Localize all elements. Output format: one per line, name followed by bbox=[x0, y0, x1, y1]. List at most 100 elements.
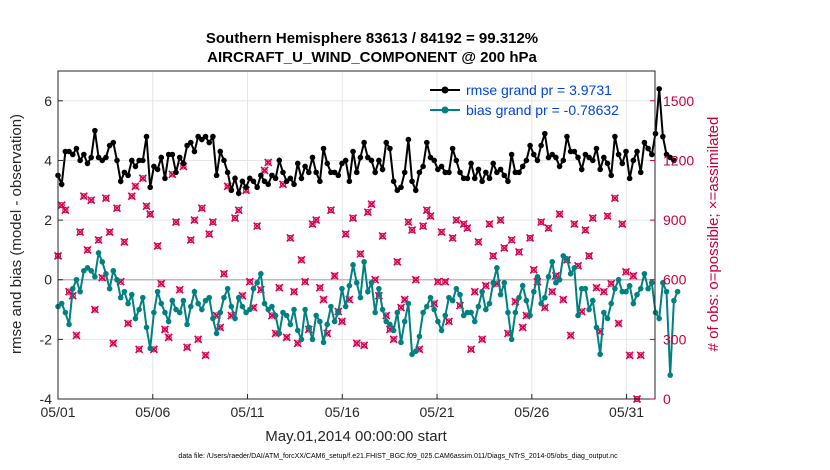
obs-point-137 bbox=[559, 295, 568, 304]
bias-point-127 bbox=[523, 297, 530, 304]
bias-point-146 bbox=[593, 324, 600, 331]
rmse-point-23 bbox=[140, 157, 146, 164]
obs-point-118 bbox=[489, 251, 498, 260]
bias-point-125 bbox=[516, 294, 522, 301]
obs-point-91 bbox=[389, 335, 398, 344]
obs-point-40 bbox=[201, 351, 210, 360]
bias-point-138 bbox=[564, 256, 570, 262]
obs-point-32 bbox=[171, 218, 181, 227]
obs-point-52 bbox=[245, 277, 254, 286]
rmse-point-152 bbox=[615, 151, 622, 158]
bias-point-129 bbox=[530, 288, 537, 295]
bias-point-159 bbox=[641, 270, 648, 277]
rmse-point-132 bbox=[542, 130, 548, 137]
bias-point-27 bbox=[154, 288, 161, 295]
rmse-point-36 bbox=[187, 139, 194, 146]
obs-point-103 bbox=[433, 277, 442, 286]
x-tick-label-5: 05/26 bbox=[514, 404, 549, 420]
rmse-point-86 bbox=[372, 169, 378, 176]
rmse-point-8 bbox=[84, 160, 91, 167]
rmse-point-125 bbox=[516, 169, 522, 176]
obs-point-149 bbox=[603, 212, 612, 221]
bias-point-16 bbox=[114, 276, 120, 283]
rmse-point-94 bbox=[401, 169, 408, 176]
bias-point-85 bbox=[368, 279, 375, 286]
bias-point-52 bbox=[246, 306, 253, 313]
bias-point-84 bbox=[365, 288, 371, 295]
rmse-point-113 bbox=[471, 175, 478, 182]
chart-title: Southern Hemisphere 83613 / 84192 = 99.3… bbox=[206, 30, 538, 47]
bias-point-80 bbox=[350, 262, 356, 268]
obs-point-54 bbox=[253, 221, 262, 231]
obs-point-126 bbox=[518, 323, 527, 332]
bias-point-64 bbox=[291, 306, 297, 313]
obs-point-18 bbox=[120, 237, 129, 247]
rmse-point-73 bbox=[324, 160, 331, 167]
bias-point-126 bbox=[519, 282, 526, 289]
legend-bias-marker bbox=[441, 106, 449, 114]
bias-point-19 bbox=[125, 300, 131, 307]
rmse-point-32 bbox=[173, 169, 179, 176]
obs-point-80 bbox=[348, 214, 358, 223]
y-tick-label-4: 4 bbox=[44, 152, 52, 168]
bias-point-75 bbox=[331, 318, 338, 325]
bias-point-24 bbox=[143, 324, 150, 331]
obs-point-116 bbox=[481, 281, 490, 290]
bias-point-140 bbox=[571, 265, 578, 271]
obs-point-64 bbox=[289, 287, 299, 296]
bias-point-91 bbox=[390, 327, 397, 334]
y2-axis-ticks: 0 300 600 900 1200 1500 bbox=[650, 93, 694, 407]
bias-point-107 bbox=[449, 297, 456, 304]
obs-point-13 bbox=[101, 194, 111, 203]
bias-point-132 bbox=[542, 294, 548, 301]
obs-point-60 bbox=[275, 283, 284, 292]
obs-point-10 bbox=[90, 305, 99, 314]
bias-point-115 bbox=[479, 288, 485, 295]
rmse-point-63 bbox=[287, 175, 294, 182]
rmse-point-66 bbox=[298, 175, 305, 182]
bias-point-94 bbox=[401, 318, 408, 325]
plot-area bbox=[58, 71, 655, 399]
obs-point-107 bbox=[448, 233, 457, 243]
y2-tick-label-2: 600 bbox=[663, 272, 687, 288]
obs-point-140 bbox=[570, 220, 579, 229]
rmse-point-93 bbox=[398, 184, 404, 191]
bias-point-165 bbox=[663, 288, 670, 295]
obs-point-63 bbox=[286, 233, 295, 243]
bias-point-109 bbox=[457, 291, 463, 298]
rmse-point-167 bbox=[671, 157, 677, 164]
x-tick-label-3: 05/16 bbox=[325, 404, 360, 420]
rmse-point-100 bbox=[424, 139, 430, 146]
bias-point-39 bbox=[199, 306, 205, 313]
y-tick-label-0: -4 bbox=[40, 391, 53, 407]
bias-point-155 bbox=[626, 282, 633, 289]
bias-point-17 bbox=[117, 294, 124, 301]
rmse-point-135 bbox=[553, 154, 559, 161]
bias-point-136 bbox=[556, 276, 563, 283]
bias-point-15 bbox=[110, 267, 117, 274]
rmse-point-37 bbox=[191, 148, 198, 155]
bias-point-53 bbox=[250, 285, 257, 292]
bias-point-34 bbox=[180, 297, 187, 304]
bias-point-66 bbox=[298, 336, 305, 343]
rmse-point-31 bbox=[169, 151, 176, 158]
rmse-point-107 bbox=[449, 145, 456, 152]
bias-point-68 bbox=[305, 324, 312, 331]
rmse-point-89 bbox=[383, 139, 390, 146]
y-tick-label-5: 6 bbox=[44, 93, 52, 109]
obs-point-16 bbox=[112, 204, 122, 213]
x-axis-label: May.01,2014 00:00:00 start bbox=[265, 428, 447, 445]
rmse-point-50 bbox=[239, 178, 246, 185]
obs-point-111 bbox=[463, 223, 472, 233]
rmse-point-25 bbox=[147, 184, 154, 191]
bias-point-160 bbox=[645, 285, 651, 292]
obs-point-106 bbox=[444, 317, 454, 326]
rmse-point-148 bbox=[601, 154, 607, 161]
obs-point-129 bbox=[529, 265, 538, 274]
rmse-point-149 bbox=[604, 160, 611, 167]
obs-point-37 bbox=[190, 216, 199, 225]
x-tick-label-0: 05/01 bbox=[40, 404, 75, 420]
bias-point-70 bbox=[313, 312, 319, 319]
obs-point-88 bbox=[378, 231, 387, 241]
